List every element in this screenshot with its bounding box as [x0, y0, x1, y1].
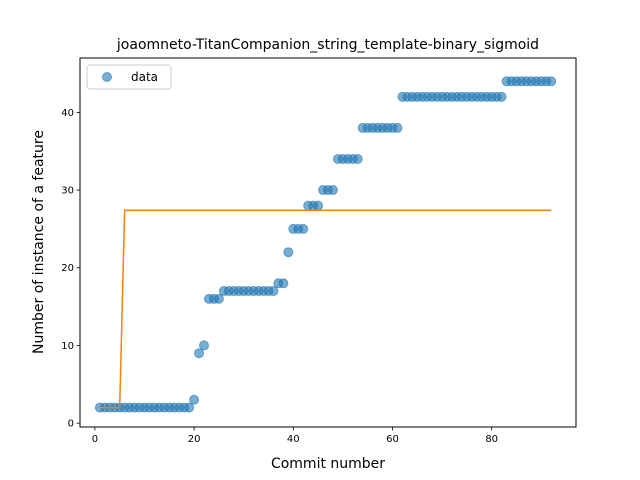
data-point	[283, 247, 294, 258]
legend: data	[86, 64, 172, 90]
data-point	[213, 293, 224, 304]
legend-box	[86, 64, 172, 90]
y-tick-label: 0	[68, 419, 74, 430]
data-point	[278, 278, 289, 289]
data-point	[268, 286, 279, 297]
x-tick-label: 0	[92, 434, 98, 445]
x-axis: 0 20 40 60 80	[92, 427, 498, 445]
y-axis: 0 10 20 30 40	[61, 108, 80, 430]
y-tick-label: 40	[61, 108, 74, 119]
data-point	[327, 185, 338, 196]
data-point	[352, 153, 363, 164]
legend-label-data: data	[131, 70, 158, 84]
data-point	[199, 340, 209, 351]
data-point	[189, 394, 200, 405]
y-tick-label: 30	[61, 186, 74, 197]
plot-area	[94, 76, 557, 413]
y-tick-label: 10	[61, 341, 74, 352]
legend-marker	[102, 72, 112, 82]
data-point	[392, 122, 403, 133]
data-point	[496, 91, 507, 102]
y-axis-label: Number of instance of a feature	[31, 130, 47, 354]
plot-frame	[79, 57, 577, 428]
x-tick-label: 80	[485, 434, 498, 445]
data-point	[546, 76, 557, 87]
data-point	[298, 223, 309, 234]
chart-title: joaomneto-TitanCompanion_string_template…	[116, 37, 539, 53]
data-point	[194, 348, 205, 359]
data-point	[313, 200, 324, 211]
fit-line	[99, 209, 552, 409]
x-tick-label: 20	[188, 434, 201, 445]
x-axis-label: Commit number	[271, 456, 385, 472]
x-tick-label: 60	[386, 434, 399, 445]
data-point	[184, 402, 195, 413]
x-tick-label: 40	[287, 434, 300, 445]
y-tick-label: 20	[61, 263, 74, 274]
